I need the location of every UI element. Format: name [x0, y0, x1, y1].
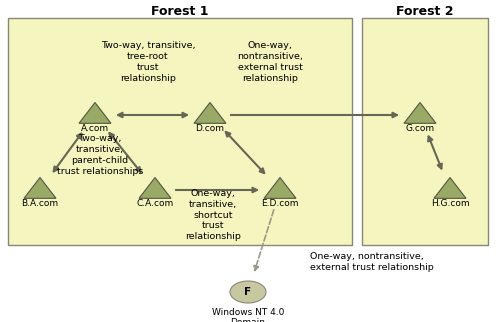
Polygon shape	[194, 102, 226, 123]
Ellipse shape	[230, 281, 266, 303]
Bar	[8, 18, 352, 245]
Text: Forest 1: Forest 1	[151, 5, 209, 17]
FancyArrowPatch shape	[254, 210, 274, 270]
Text: Windows NT 4.0
Domain: Windows NT 4.0 Domain	[212, 308, 284, 322]
Text: Two-way, transitive,
tree-root
trust
relationship: Two-way, transitive, tree-root trust rel…	[101, 41, 195, 83]
Text: Two-way,
transitive,
parent-child
trust relationships: Two-way, transitive, parent-child trust …	[57, 134, 143, 175]
Text: G.com: G.com	[405, 124, 434, 133]
Text: C.A.com: C.A.com	[136, 199, 174, 208]
FancyArrowPatch shape	[231, 113, 397, 117]
Text: One-way, nontransitive,
external trust relationship: One-way, nontransitive, external trust r…	[310, 252, 434, 272]
Text: E.D.com: E.D.com	[261, 199, 299, 208]
Polygon shape	[139, 177, 171, 198]
FancyArrowPatch shape	[428, 137, 442, 168]
Text: One-way,
transitive,
shortcut
trust
relationship: One-way, transitive, shortcut trust rela…	[185, 189, 241, 241]
Bar	[362, 18, 488, 245]
FancyArrowPatch shape	[54, 134, 81, 171]
Polygon shape	[434, 177, 466, 198]
Text: D.com: D.com	[195, 124, 225, 133]
FancyArrowPatch shape	[118, 113, 187, 117]
Text: One-way,
nontransitive,
external trust
relationship: One-way, nontransitive, external trust r…	[237, 41, 303, 83]
Polygon shape	[79, 102, 111, 123]
Text: H.G.com: H.G.com	[431, 199, 469, 208]
Polygon shape	[24, 177, 56, 198]
FancyArrowPatch shape	[110, 133, 140, 172]
FancyArrowPatch shape	[226, 132, 264, 173]
Polygon shape	[404, 102, 436, 123]
Text: A.com: A.com	[81, 124, 109, 133]
Text: Forest 2: Forest 2	[396, 5, 454, 17]
Text: B.A.com: B.A.com	[21, 199, 59, 208]
FancyArrowPatch shape	[176, 188, 257, 192]
Polygon shape	[264, 177, 296, 198]
Text: F: F	[245, 287, 251, 297]
